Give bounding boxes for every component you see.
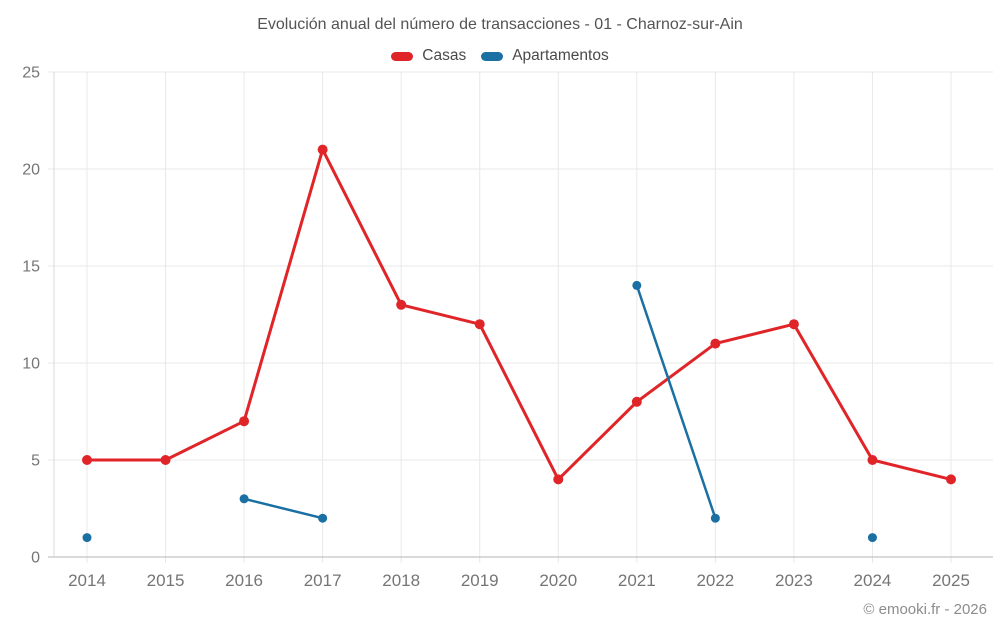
data-point-apartamentos-2021[interactable]: [632, 280, 642, 290]
data-point-casas-2024[interactable]: [867, 455, 878, 465]
y-axis-label: 15: [22, 259, 40, 276]
legend-label: Casas: [422, 47, 467, 64]
data-point-apartamentos-2017[interactable]: [318, 513, 328, 523]
x-axis-label: 2022: [696, 571, 734, 590]
data-point-apartamentos-2016[interactable]: [239, 494, 249, 504]
data-point-casas-2014[interactable]: [82, 455, 92, 465]
legend-label: Apartamentos: [512, 47, 609, 64]
series-line-casas: [85, 148, 953, 481]
y-axis-label: 0: [31, 550, 40, 567]
y-axis-label: 20: [22, 162, 40, 179]
footer-credit: © emooki.fr - 2026: [863, 601, 987, 618]
y-axis-label: 5: [31, 453, 40, 470]
data-point-apartamentos-2022[interactable]: [710, 513, 720, 523]
legend-item-casas[interactable]: Casas: [391, 47, 466, 65]
x-axis-label: 2017: [304, 571, 342, 590]
x-axis-label: 2020: [539, 571, 577, 590]
x-axis-label: 2019: [461, 571, 499, 590]
y-axis-label: 10: [22, 356, 40, 373]
data-point-casas-2025[interactable]: [946, 474, 956, 485]
x-axis-label: 2024: [854, 571, 892, 590]
x-axis-label: 2023: [775, 571, 813, 590]
y-axis-label: 25: [22, 65, 40, 82]
x-axis-label: 2025: [932, 571, 970, 590]
data-point-casas-2015[interactable]: [160, 455, 171, 465]
x-axis-label: 2014: [68, 571, 106, 590]
legend-swatch-apartamentos: [481, 51, 504, 61]
data-point-apartamentos-2024[interactable]: [867, 533, 877, 543]
data-point-casas-2017[interactable]: [317, 144, 328, 155]
data-point-casas-2021[interactable]: [631, 396, 642, 407]
data-point-casas-2019[interactable]: [474, 319, 485, 330]
series-line-apartamentos: [242, 497, 324, 520]
data-point-casas-2018[interactable]: [396, 299, 407, 310]
data-point-apartamentos-2014[interactable]: [82, 533, 92, 543]
legend-swatch-casas: [391, 51, 414, 61]
x-axis-label: 2021: [618, 571, 656, 590]
data-point-casas-2022[interactable]: [710, 338, 721, 349]
x-axis-label: 2015: [147, 571, 185, 590]
x-axis-label: 2016: [225, 571, 263, 590]
data-point-casas-2020[interactable]: [553, 474, 564, 485]
legend-item-apartamentos[interactable]: Apartamentos: [481, 47, 609, 65]
data-point-casas-2023[interactable]: [788, 319, 799, 330]
x-axis-label: 2018: [382, 571, 420, 590]
data-point-casas-2016[interactable]: [239, 416, 250, 427]
series-line-apartamentos: [635, 284, 717, 520]
chart-title: Evolución anual del número de transaccio…: [257, 16, 743, 33]
legend: Casas Apartamentos: [0, 45, 1000, 67]
